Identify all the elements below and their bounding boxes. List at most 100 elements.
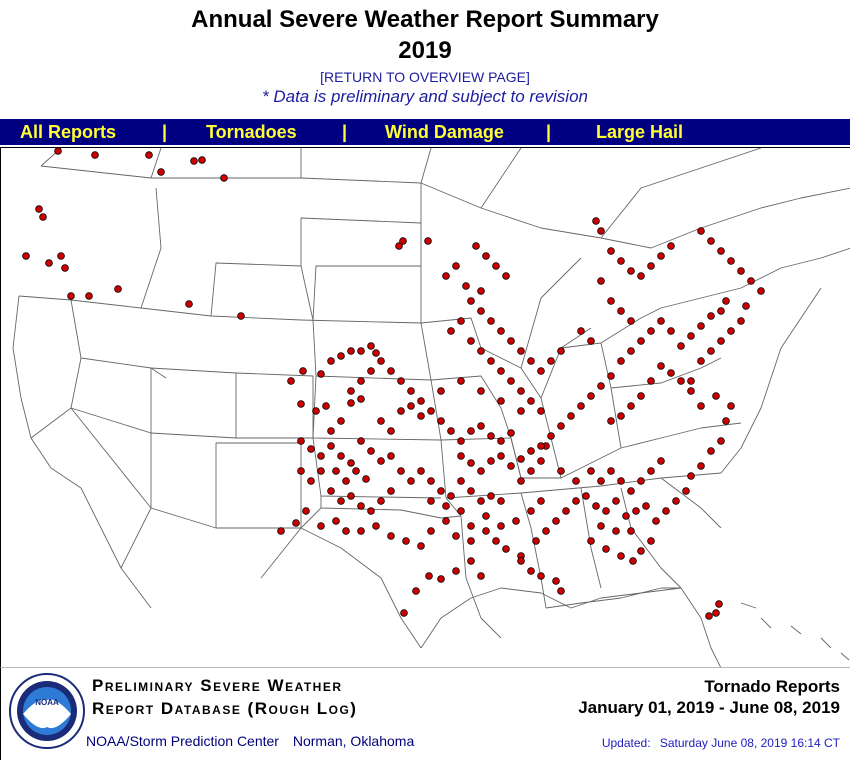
tornado-report-marker [387, 532, 395, 540]
return-overview-link[interactable]: [RETURN TO OVERVIEW PAGE] [320, 69, 530, 85]
tornado-report-marker [437, 417, 445, 425]
tornado-report-marker [557, 467, 565, 475]
tornado-report-marker [477, 572, 485, 580]
tornado-report-marker [607, 417, 615, 425]
tornado-report-marker [742, 302, 750, 310]
tornado-report-marker [597, 227, 605, 235]
tornado-report-marker [85, 292, 93, 300]
tornado-report-marker [512, 517, 520, 525]
tornado-report-marker [552, 517, 560, 525]
tornado-report-marker [387, 487, 395, 495]
tornado-report-marker [317, 370, 325, 378]
tornado-report-marker [687, 472, 695, 480]
tornado-report-marker [497, 437, 505, 445]
tornado-report-marker [467, 537, 475, 545]
tornado-report-marker [497, 327, 505, 335]
tornado-report-marker [687, 332, 695, 340]
tornado-report-marker [592, 217, 600, 225]
tornado-report-marker [299, 367, 307, 375]
tornado-report-marker [317, 452, 325, 460]
tornado-report-marker [307, 477, 315, 485]
report-map [0, 147, 850, 667]
tornado-report-marker [527, 467, 535, 475]
tornado-report-marker [482, 512, 490, 520]
tornado-report-marker [342, 477, 350, 485]
database-title-line2: Report Database (Rough Log) [92, 699, 358, 718]
tornado-report-marker [547, 357, 555, 365]
tornado-report-marker [400, 609, 408, 617]
tornado-report-marker [477, 422, 485, 430]
nav-tornadoes[interactable]: Tornadoes [206, 122, 297, 142]
preliminary-note: * Data is preliminary and subject to rev… [262, 87, 588, 106]
tornado-report-marker [747, 277, 755, 285]
tornado-report-marker [332, 467, 340, 475]
tornado-report-marker [617, 552, 625, 560]
tornado-report-marker [617, 412, 625, 420]
tornado-report-marker [467, 557, 475, 565]
tornado-report-marker [35, 205, 43, 213]
nav-separator: | [342, 122, 348, 142]
nav-large-hail[interactable]: Large Hail [596, 122, 684, 142]
tornado-report-marker [377, 457, 385, 465]
tornado-report-marker [627, 402, 635, 410]
tornado-report-marker [452, 567, 460, 575]
tornado-report-marker [417, 542, 425, 550]
tornado-report-marker [342, 527, 350, 535]
tornado-report-marker [347, 459, 355, 467]
tornado-report-marker [467, 297, 475, 305]
tornado-report-marker [307, 445, 315, 453]
tornado-report-marker [627, 317, 635, 325]
tornado-report-marker [637, 272, 645, 280]
noaa-logo: NOAA [9, 673, 85, 749]
tornado-report-marker [602, 507, 610, 515]
tornado-report-marker [552, 577, 560, 585]
us-map-svg [12, 148, 850, 667]
tornado-report-marker [417, 397, 425, 405]
return-overview-link-wrap: [RETURN TO OVERVIEW PAGE] [0, 68, 850, 86]
tornado-report-marker [67, 292, 75, 300]
tornado-report-marker [312, 407, 320, 415]
tornado-report-marker [715, 600, 723, 608]
tornado-report-marker [517, 347, 525, 355]
tornado-report-marker [357, 502, 365, 510]
tornado-report-marker [582, 492, 590, 500]
tornado-report-marker [327, 427, 335, 435]
nav-all-reports[interactable]: All Reports [20, 122, 117, 142]
tornado-report-marker [357, 347, 365, 355]
tornado-report-marker [352, 467, 360, 475]
tornado-report-marker [657, 362, 665, 370]
west-coast [12, 295, 152, 609]
nav-wind-damage[interactable]: Wind Damage [385, 122, 504, 142]
tornado-report-marker [647, 327, 655, 335]
tornado-report-marker [682, 487, 690, 495]
tornado-report-marker [527, 357, 535, 365]
tornado-report-marker [717, 337, 725, 345]
tornado-report-marker [387, 452, 395, 460]
tornado-report-marker [397, 407, 405, 415]
tornado-report-marker [612, 527, 620, 535]
tornado-report-marker [657, 317, 665, 325]
tornado-report-marker [527, 507, 535, 515]
tornado-report-marker [447, 427, 455, 435]
tornado-report-marker [527, 397, 535, 405]
tornado-report-marker [387, 427, 395, 435]
tornado-report-marker [677, 377, 685, 385]
tornado-report-marker [717, 307, 725, 315]
tornado-report-marker [672, 497, 680, 505]
tornado-report-marker [642, 502, 650, 510]
tornado-report-marker [477, 467, 485, 475]
tornado-report-marker [537, 407, 545, 415]
tornado-report-marker [337, 417, 345, 425]
state-boundaries [12, 148, 850, 667]
tornado-report-marker [557, 422, 565, 430]
tornado-report-marker [417, 467, 425, 475]
tornado-report-marker [677, 342, 685, 350]
tornado-report-marker [487, 457, 495, 465]
tornado-report-marker [457, 437, 465, 445]
tornado-report-marker [477, 287, 485, 295]
tornado-report-marker [377, 357, 385, 365]
tornado-report-marker [317, 522, 325, 530]
tornado-report-marker [532, 537, 540, 545]
tornado-report-marker [757, 287, 765, 295]
tornado-report-marker [277, 527, 285, 535]
